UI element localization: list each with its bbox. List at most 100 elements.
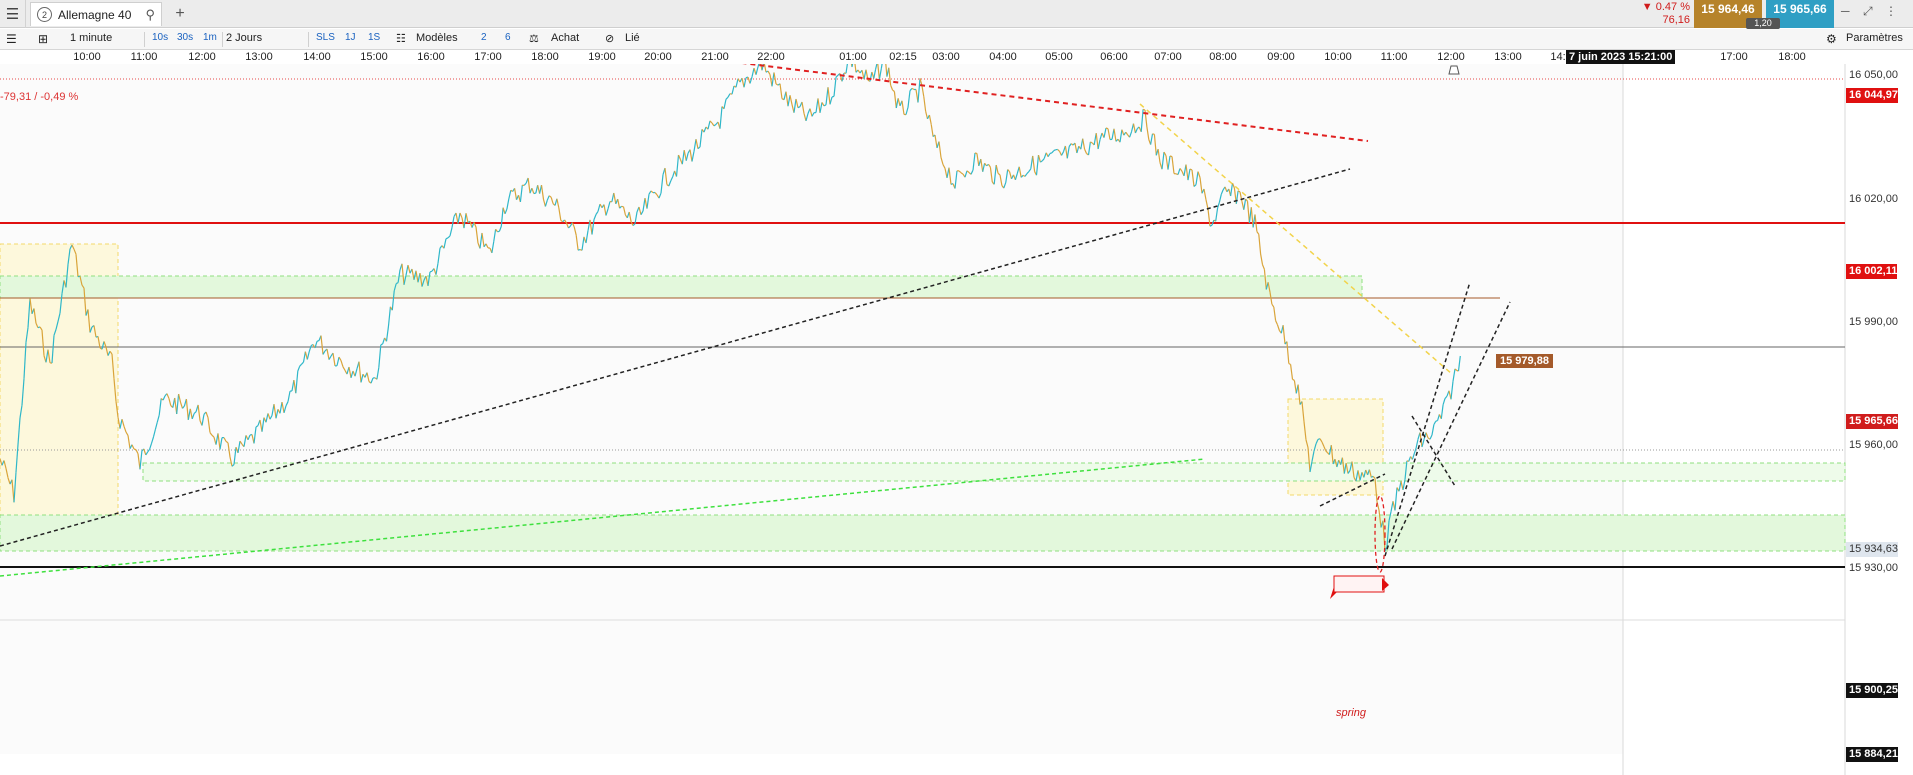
- buy-button[interactable]: Achat: [551, 32, 580, 44]
- maximize-icon[interactable]: ⤢: [1863, 4, 1873, 18]
- bell-icon[interactable]: [1448, 65, 1460, 75]
- price-segment: [923, 96, 927, 112]
- price-segment: [405, 264, 409, 276]
- red-trendline[interactable]: [670, 64, 1369, 142]
- num-6[interactable]: 6: [505, 32, 511, 43]
- price-segment: [640, 210, 644, 215]
- yellow-trendline[interactable]: [1139, 103, 1453, 375]
- num-2[interactable]: 2: [481, 32, 487, 43]
- layout-icon[interactable]: ⊞: [38, 32, 49, 46]
- price-segment: [1087, 141, 1091, 156]
- chart-tab[interactable]: 2 Allemagne 40 ⚲: [30, 2, 162, 26]
- add-tab-button[interactable]: +: [175, 5, 185, 22]
- quick-sls[interactable]: SLS: [316, 32, 335, 43]
- price-segment: [1107, 128, 1111, 140]
- price-segment: [1413, 447, 1417, 454]
- price-segment: [135, 449, 139, 454]
- time-tick: 06:00: [1100, 51, 1128, 63]
- more-icon[interactable]: ⋮: [1885, 4, 1897, 18]
- price-segment: [1205, 199, 1209, 210]
- price-segment: [27, 298, 31, 328]
- price-segment: [654, 192, 658, 196]
- price-segment: [261, 417, 265, 432]
- price-segment: [1292, 378, 1295, 381]
- price-segment: [877, 64, 880, 80]
- green-trendline[interactable]: [0, 458, 1206, 577]
- price-segment: [1014, 173, 1018, 180]
- price-segment: [283, 405, 287, 413]
- price-segment: [895, 98, 899, 109]
- period-select[interactable]: 2 Jours: [226, 32, 263, 44]
- minimize-icon[interactable]: ─: [1841, 4, 1850, 18]
- price-chart[interactable]: [0, 64, 1913, 775]
- black-trendline-long[interactable]: [0, 168, 1351, 547]
- price-segment: [310, 343, 314, 347]
- price-segment: [850, 64, 853, 68]
- price-label-15960: 15 960,00: [1849, 439, 1898, 451]
- price-segment: [765, 70, 769, 73]
- gear-icon[interactable]: ⚙: [1826, 32, 1837, 46]
- price-segment: [632, 223, 636, 227]
- price-segment: [269, 415, 273, 420]
- models-button[interactable]: Modèles: [416, 32, 458, 44]
- price-tag-resistance[interactable]: 16 002,11: [1846, 264, 1898, 279]
- price-segment: [757, 64, 760, 68]
- quick-1j[interactable]: 1J: [345, 32, 356, 43]
- price-segment: [1386, 520, 1390, 547]
- spring-box[interactable]: [1333, 575, 1385, 593]
- black-trendline-steep-2[interactable]: [1391, 301, 1511, 550]
- buy-icon[interactable]: ⚖: [529, 33, 539, 45]
- price-segment: [571, 222, 575, 228]
- price-segment: [1309, 461, 1313, 473]
- price-segment: [907, 90, 911, 108]
- price-segment: [565, 222, 570, 229]
- price-segment: [1437, 414, 1440, 421]
- tab-number: 2: [37, 7, 52, 22]
- price-segment: [909, 88, 913, 92]
- black-trendline-short[interactable]: [1319, 473, 1386, 507]
- price-segment: [1161, 152, 1165, 170]
- menu-icon[interactable]: ☰: [0, 0, 26, 28]
- green-zone-top[interactable]: [0, 275, 1363, 299]
- price-segment: [993, 164, 997, 185]
- price-segment: [59, 293, 63, 314]
- price-tag-support[interactable]: 15 900,25: [1846, 683, 1898, 698]
- price-segment: [17, 417, 21, 445]
- price-segment: [397, 269, 401, 283]
- price-segment: [921, 85, 925, 97]
- price-segment: [267, 413, 271, 420]
- quick-1s[interactable]: 1S: [368, 32, 381, 43]
- price-segment: [239, 440, 243, 445]
- price-segment: [113, 378, 117, 402]
- settings-button[interactable]: Paramètres: [1846, 32, 1903, 44]
- price-segment: [1293, 380, 1297, 394]
- spring-ellipse[interactable]: [1374, 495, 1386, 573]
- price-tag-top-red[interactable]: 16 044,97: [1846, 88, 1898, 103]
- price-segment: [211, 434, 215, 438]
- interval-select[interactable]: 1 minute: [70, 32, 113, 44]
- price-segment: [1237, 190, 1241, 193]
- orange-level-tag[interactable]: 15 979,88: [1496, 354, 1553, 368]
- price-segment: [427, 271, 431, 286]
- interval-10s[interactable]: 10s: [152, 32, 169, 43]
- sell-price-button[interactable]: 15 964,46: [1694, 0, 1762, 28]
- price-segment: [1235, 190, 1239, 204]
- price-segment: [33, 308, 37, 324]
- price-segment: [1330, 445, 1334, 465]
- linked-button[interactable]: Lié: [625, 32, 640, 44]
- interval-30s[interactable]: 30s: [177, 32, 194, 43]
- search-icon[interactable]: ⚲: [145, 6, 155, 22]
- price-segment: [273, 404, 277, 419]
- green-zone-middle[interactable]: [142, 462, 1846, 482]
- price-segment: [1319, 438, 1323, 443]
- price-segment: [925, 110, 929, 120]
- price-segment: [1382, 520, 1386, 552]
- models-icon[interactable]: ☷: [396, 33, 406, 45]
- green-zone-bottom[interactable]: [0, 514, 1846, 552]
- price-segment: [304, 351, 308, 360]
- link-icon[interactable]: ⊘: [605, 33, 615, 45]
- black-trendline-steep-1[interactable]: [1384, 281, 1471, 557]
- interval-1m[interactable]: 1m: [203, 32, 217, 43]
- price-segment: [593, 214, 597, 220]
- list-icon[interactable]: ☰: [6, 32, 17, 46]
